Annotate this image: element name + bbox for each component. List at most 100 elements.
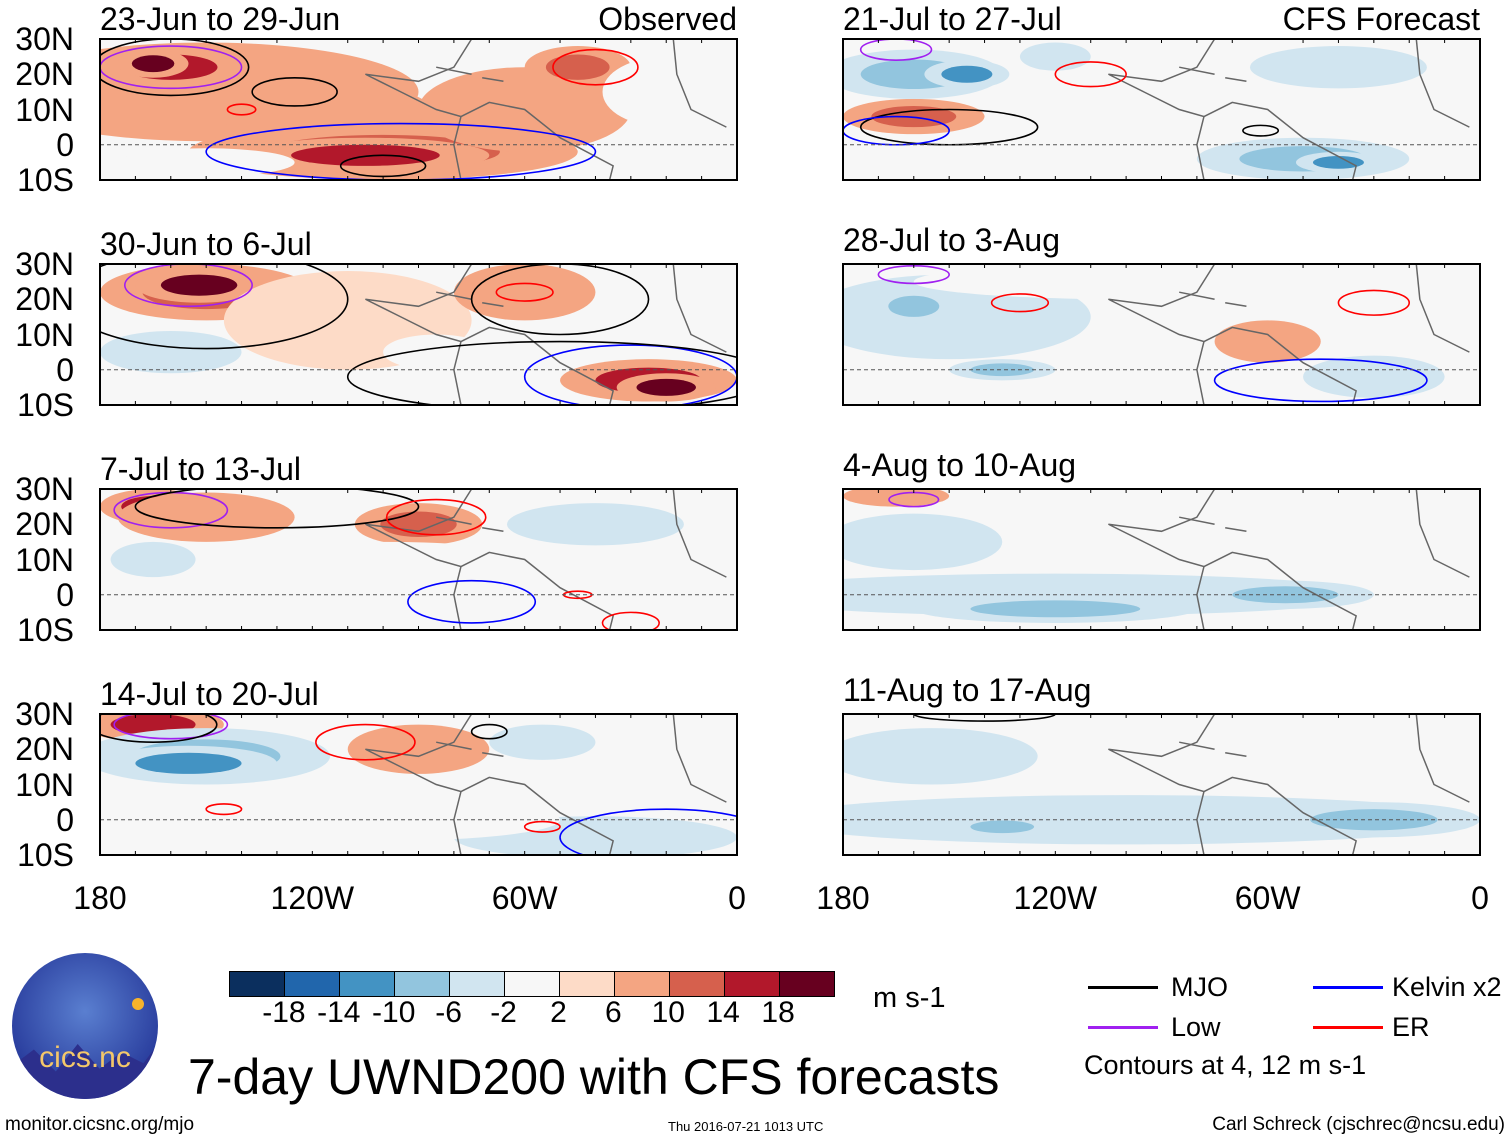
anomaly-region (1303, 355, 1445, 398)
map-panel (842, 263, 1481, 406)
coastline (1108, 714, 1470, 855)
coastline (365, 714, 727, 855)
anomaly-region (291, 144, 440, 166)
wave-contour (859, 39, 933, 61)
coastline (365, 489, 727, 630)
wave-contour (100, 264, 349, 350)
lon-label: 0 (728, 880, 746, 916)
caribbean-islands (1179, 516, 1247, 533)
colorbar-swatch (449, 972, 504, 996)
anomaly-region (411, 42, 497, 71)
map-panel (842, 488, 1481, 631)
wave-contour (385, 498, 487, 536)
coastline (1108, 264, 1470, 405)
caribbean-islands (1179, 66, 1247, 83)
lon-label: 180 (816, 880, 870, 916)
colorbar-label: -14 (317, 996, 361, 1029)
map-panel (99, 713, 738, 856)
wave-contour (205, 803, 243, 816)
lat-label: 0 (56, 801, 74, 838)
lat-label: 10N (15, 541, 74, 578)
wave-contour (100, 714, 218, 743)
lat-label: 20N (15, 506, 74, 543)
anomaly-region (383, 334, 490, 370)
anomaly-region (110, 541, 196, 578)
wave-contour (559, 808, 737, 855)
anomaly-region (602, 56, 730, 128)
figure-title: 7-day UWND200 with CFS forecasts (188, 1049, 1000, 1105)
map-panel (842, 713, 1481, 856)
observed-label: Observed (598, 1, 737, 37)
coastline (1108, 489, 1470, 630)
colorbar-swatch (779, 972, 834, 996)
colorbar-label: -6 (435, 996, 462, 1029)
caribbean-islands (436, 516, 504, 533)
colorbar-swatch (230, 972, 284, 996)
lat-label: 10N (15, 316, 74, 353)
lat-label: 30N (15, 471, 74, 507)
coastline (365, 264, 727, 405)
panel-title: 11-Aug to 17-Aug (843, 672, 1092, 708)
colorbar-label: 2 (550, 996, 567, 1029)
lon-label: 120W (1013, 880, 1098, 916)
colorbar-label: -10 (372, 996, 416, 1029)
wave-contour (407, 579, 537, 624)
forecast-label: CFS Forecast (1282, 1, 1480, 37)
cicsnc-logo: cics.nc (12, 953, 158, 1099)
legend-kelvin: Kelvin x2 (1392, 972, 1502, 1002)
anomaly-region (1019, 42, 1091, 71)
anomaly-region (100, 330, 242, 374)
colorbar-label: 14 (706, 996, 740, 1029)
colorbar-swatch (284, 972, 339, 996)
wave-contour (1054, 61, 1127, 88)
caribbean-islands (1179, 291, 1247, 308)
panel-title: 21-Jul to 27-Jul (843, 1, 1062, 37)
colorbar-label: 10 (651, 996, 685, 1029)
colorbar (229, 971, 835, 997)
colorbar-label: 6 (605, 996, 622, 1029)
panel-title: 23-Jun to 29-Jun (100, 1, 341, 37)
footer-url[interactable]: monitor.cicsnc.org/mjo (5, 1114, 195, 1135)
wave-contour (226, 103, 257, 116)
wave-contour (601, 611, 660, 630)
wave-contour (134, 489, 420, 529)
contour-note: Contours at 4, 12 m s-1 (1084, 1050, 1367, 1080)
legend-mjo: MJO (1171, 972, 1228, 1002)
lon-label: 60W (1234, 880, 1301, 916)
anomaly-region (347, 724, 490, 774)
lat-label: 10N (15, 91, 74, 128)
colorbar-swatch (394, 972, 449, 996)
lat-label: 10S (17, 162, 74, 198)
wave-contour (1242, 124, 1280, 137)
anomaly-region (970, 600, 1141, 618)
wave-contour (470, 723, 508, 740)
anomaly-region (506, 503, 684, 546)
anomaly-region (131, 55, 175, 73)
lat-label: 0 (56, 576, 74, 613)
colorbar-swatch (559, 972, 614, 996)
lat-label: 10S (17, 387, 74, 423)
anomaly-region (843, 513, 1003, 571)
anomaly-region (1312, 156, 1364, 169)
anomaly-region (970, 363, 1035, 377)
anomaly-region (545, 54, 610, 80)
caribbean-islands (1179, 741, 1247, 758)
lon-label: 0 (1471, 880, 1489, 916)
lat-label: 20N (15, 281, 74, 318)
anomaly-region (135, 752, 242, 774)
anomaly-region (453, 264, 596, 321)
lat-label: 30N (15, 21, 74, 57)
wave-contour (315, 723, 416, 761)
lat-label: 20N (15, 56, 74, 93)
legend-low-line (1088, 1026, 1158, 1029)
caribbean-islands (436, 291, 504, 308)
legend-er-line (1313, 1026, 1383, 1029)
footer-author: Carl Schreck (cjschrec@ncsu.edu) (1212, 1114, 1505, 1135)
lat-label: 30N (15, 246, 74, 282)
lon-label: 180 (73, 880, 127, 916)
wave-contour (552, 48, 639, 86)
anomaly-region (941, 65, 993, 83)
anomaly-region (636, 378, 696, 396)
anomaly-region (913, 264, 1339, 300)
panel-title: 7-Jul to 13-Jul (100, 451, 301, 487)
